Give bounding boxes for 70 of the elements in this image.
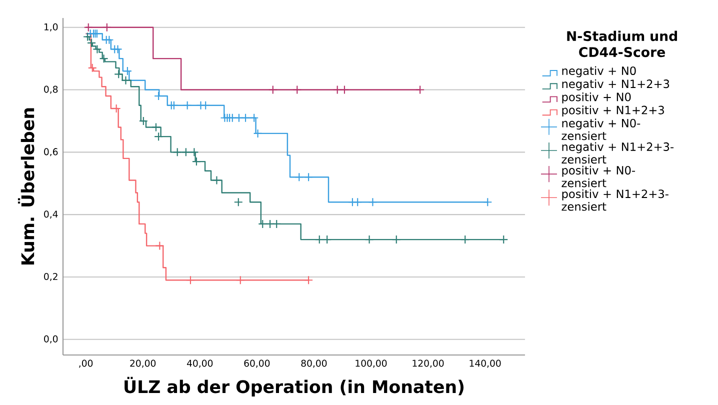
point [182, 100, 192, 110]
y-tick-label: 0,4 [44, 210, 58, 219]
point [268, 85, 278, 94]
point [294, 172, 304, 182]
x-tick-label: 20,00 [130, 360, 156, 368]
point [186, 276, 196, 285]
point [340, 85, 350, 94]
point [169, 100, 178, 110]
x-tick-label: 60,00 [244, 360, 270, 368]
point [190, 148, 199, 157]
x-tick-label: 100,00 [356, 360, 387, 368]
point [304, 276, 314, 285]
point [322, 235, 332, 244]
point [416, 85, 425, 94]
point [155, 241, 164, 250]
point [250, 113, 259, 122]
point [332, 85, 342, 94]
point [364, 235, 374, 244]
point [138, 116, 148, 126]
legend-label: positiv + N0 [562, 92, 631, 104]
point [272, 219, 282, 228]
point [121, 76, 130, 85]
point [314, 235, 324, 244]
point [201, 100, 210, 110]
point [122, 66, 132, 76]
y-tick-label: 0,2 [44, 272, 58, 281]
legend-label: positiv + N1+2+3-zensiert [562, 189, 668, 211]
y-tick-label: 0,0 [44, 335, 58, 344]
x-tick-label: 140,00 [470, 360, 501, 368]
point [353, 198, 362, 207]
x-axis-title: ÜLZ ab der Operation (in Monaten) [124, 376, 464, 397]
legend-label: positiv + N1+2+3 [562, 106, 664, 117]
point [266, 219, 275, 228]
x-tick-label: ,00 [79, 360, 93, 368]
point [392, 235, 401, 244]
x-tick-label: 120,00 [412, 360, 444, 368]
point [258, 219, 268, 228]
point [368, 198, 378, 207]
y-axis-title: Kum. Überleben [18, 108, 34, 264]
point [114, 70, 124, 79]
y-tick-label: 0,8 [44, 86, 58, 94]
point [88, 63, 97, 72]
point [99, 54, 108, 64]
point [499, 235, 508, 244]
y-tick-label: 1,0 [44, 23, 58, 32]
point [236, 276, 245, 285]
point [181, 148, 190, 157]
legend-label: negativ + N0 [562, 66, 636, 78]
point [228, 113, 237, 122]
point [172, 148, 182, 157]
point [154, 132, 164, 142]
x-tick-label: 80,00 [301, 360, 327, 368]
point [460, 235, 470, 244]
point [212, 176, 222, 185]
legend-label: negativ + N1+2+3 [562, 79, 670, 90]
point [292, 85, 302, 94]
point [104, 35, 114, 44]
point [234, 113, 244, 122]
point [113, 44, 122, 54]
point [483, 198, 492, 207]
legend-title: N-Stadium und CD44-Score [567, 30, 677, 58]
y-tick-label: 0,6 [44, 148, 58, 156]
point [192, 157, 202, 166]
point [304, 172, 314, 182]
x-tick-label: 40,00 [186, 360, 213, 368]
point [151, 122, 161, 132]
point [253, 128, 262, 138]
point [102, 22, 112, 32]
point [240, 113, 250, 122]
point [234, 198, 243, 207]
